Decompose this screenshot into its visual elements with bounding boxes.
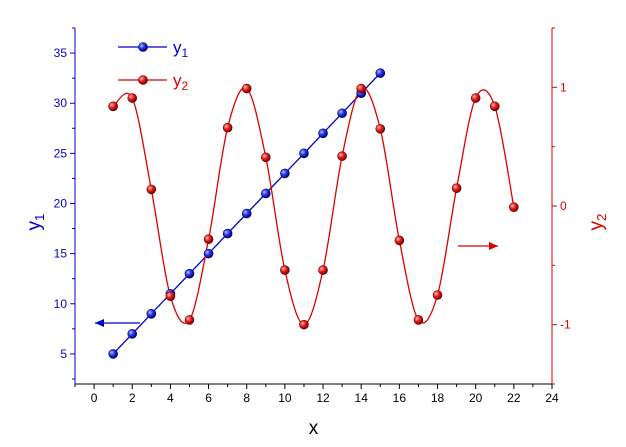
arrow-head (95, 319, 104, 327)
legend-marker (138, 42, 148, 52)
x-axis-title: x (309, 418, 319, 439)
y1-tick-label: 5 (60, 347, 67, 361)
x-tick-label: 4 (167, 391, 174, 405)
legend: y1 y2 (118, 38, 189, 93)
annotations (95, 242, 498, 327)
y1-tick-label: 15 (54, 247, 68, 261)
arrow-head (489, 242, 498, 250)
series-y1-point (127, 329, 138, 339)
legend-item-y1: y1 (118, 38, 189, 60)
series-y2-line (112, 87, 515, 326)
series-y1-point (203, 248, 214, 259)
y2-tick-label: 0 (560, 199, 567, 213)
series-y2-point (184, 315, 195, 325)
series-y2-point (394, 235, 405, 246)
series-y1-point (146, 309, 157, 319)
series-y1-point (222, 228, 233, 239)
x-tick-label: 12 (316, 391, 330, 405)
x-tick-label: 22 (507, 391, 521, 405)
legend-label: y1 (173, 38, 189, 60)
series-y1-point (241, 208, 252, 219)
y2-tick-label: 1 (560, 80, 567, 94)
x-tick-label: 10 (278, 391, 292, 405)
series-y2-point (260, 152, 271, 163)
series-y2-point (222, 122, 233, 133)
x-tick-label: 0 (91, 391, 98, 405)
series-y1-point (280, 168, 290, 179)
x-tick-label: 2 (129, 391, 136, 405)
series-y1-point (260, 188, 271, 199)
series-y1-point (375, 68, 386, 78)
legend-marker (138, 75, 148, 85)
y2-tick-label: -1 (560, 318, 571, 332)
series-y1-point (299, 148, 309, 159)
x-tick-label: 14 (355, 391, 369, 405)
series-y2-point (432, 290, 443, 300)
arrow-to-right-axis (458, 242, 498, 250)
x-tick-label: 6 (205, 391, 212, 405)
y1-tick-label: 20 (54, 196, 68, 210)
legend-label: y2 (173, 71, 189, 93)
series-y2-point (146, 184, 157, 195)
series-y2-point (299, 319, 309, 330)
series-y2-point (356, 83, 367, 94)
series-y2-point (509, 202, 519, 212)
series-y2-point (451, 183, 462, 193)
series-y2-point (413, 315, 424, 325)
series-y2-point (489, 101, 500, 112)
series-y2-point (127, 93, 138, 103)
series-y2-point (280, 265, 290, 275)
x-tick-label: 16 (393, 391, 407, 405)
series-y1-point (108, 349, 118, 359)
series-y1-point (318, 128, 328, 139)
y2-axis-title: y2 (586, 214, 609, 231)
series-y2-point (165, 291, 176, 301)
series-y2-point (337, 151, 347, 161)
legend-item-y2: y2 (118, 71, 189, 93)
x-tick-label: 20 (469, 391, 483, 405)
series-y2-point (375, 124, 386, 134)
x-tick-label: 24 (545, 391, 559, 405)
y1-tick-label: 30 (54, 96, 68, 110)
axis-titles: x y1 y2 (24, 214, 609, 439)
series-y2-point (318, 265, 328, 275)
series-y1-point (184, 268, 195, 279)
y1-tick-label: 10 (54, 297, 68, 311)
series-y1-point (337, 108, 347, 119)
series-y2-point (470, 93, 481, 103)
x-tick-label: 18 (431, 391, 445, 405)
y1-tick-label: 25 (54, 146, 68, 160)
y1-tick-label: 35 (54, 46, 68, 60)
arrow-to-left-axis (95, 319, 140, 327)
series-y2-point (203, 234, 214, 245)
plot-area (108, 68, 519, 359)
series-y2-point (241, 83, 252, 94)
y1-axis-title: y1 (24, 214, 47, 231)
x-tick-label: 8 (243, 391, 250, 405)
series-y2-point (108, 101, 118, 112)
